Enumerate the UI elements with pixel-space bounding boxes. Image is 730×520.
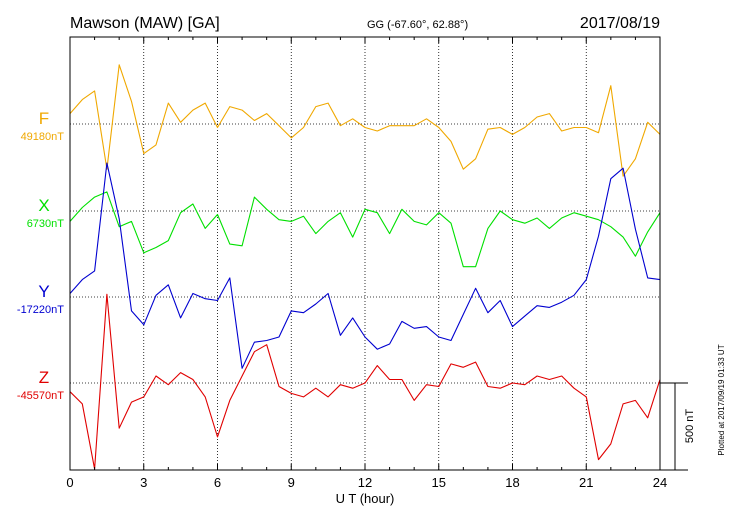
chart-subtitle: GG (-67.60°, 62.88°) — [367, 19, 468, 31]
baseline-label-z: -45570nT — [17, 390, 64, 402]
x-tick-label: 18 — [505, 475, 519, 490]
x-tick-label: 12 — [358, 475, 372, 490]
series-line-x — [69, 191, 661, 268]
scale-bar-label: 500 nT — [684, 409, 696, 444]
plotted-note: Plotted at 2017/09/19 01:33 UT — [717, 344, 726, 455]
x-tick-label: 0 — [66, 475, 73, 490]
x-tick-label: 3 — [140, 475, 147, 490]
x-tick-label: 6 — [214, 475, 221, 490]
series-line-y — [69, 162, 661, 369]
baseline-label-y: -17220nT — [17, 304, 64, 316]
baseline-label-f: 49180nT — [21, 131, 65, 143]
series-name-x: X — [38, 196, 49, 215]
series-labels: F 49180nT X 6730nT Y -17220nT Z -45570nT — [17, 109, 64, 402]
x-tick-label: 24 — [653, 475, 667, 490]
grid — [70, 37, 660, 470]
scale-bar: 500 nT — [660, 382, 696, 471]
chart-date: 2017/08/19 — [580, 15, 660, 32]
x-tick-label: 21 — [579, 475, 593, 490]
series-name-z: Z — [39, 368, 49, 387]
x-ticks: 0 3 6 9 12 15 18 21 24 — [66, 37, 667, 490]
series-line-f — [69, 64, 661, 177]
baseline-label-x: 6730nT — [27, 218, 65, 230]
x-axis-label: U T (hour) — [336, 491, 395, 506]
x-tick-label: 9 — [288, 475, 295, 490]
series-layer — [69, 64, 661, 470]
series-name-f: F — [39, 109, 49, 128]
chart-title: Mawson (MAW) [GA] — [70, 15, 220, 32]
series-line-z — [69, 293, 661, 470]
x-tick-label: 15 — [432, 475, 446, 490]
series-name-y: Y — [38, 282, 49, 301]
